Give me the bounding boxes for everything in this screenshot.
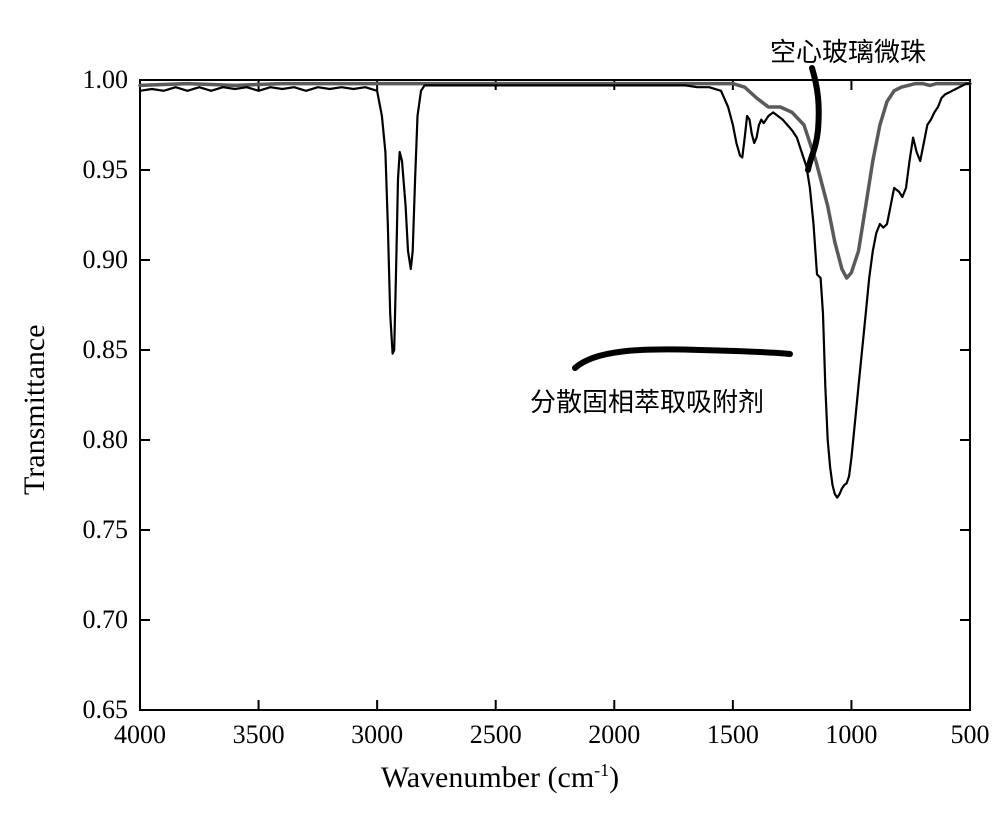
x-tick-label: 500	[951, 720, 990, 750]
y-tick-label: 0.90	[68, 245, 128, 275]
y-tick-label: 0.85	[68, 335, 128, 365]
annotation-dspe-sorbent: 分散固相萃取吸附剂	[530, 382, 764, 419]
x-tick-label: 3500	[233, 720, 285, 750]
y-tick-label: 0.70	[68, 605, 128, 635]
ftir-chart-svg	[0, 0, 1000, 823]
x-axis-label-text: Wavenumber (cm-1)	[381, 761, 619, 794]
x-tick-label: 2500	[470, 720, 522, 750]
chart-container: Transmittance Wavenumber (cm-1) 40003500…	[0, 0, 1000, 823]
x-axis-label: Wavenumber (cm-1)	[0, 760, 1000, 795]
x-tick-label: 1500	[707, 720, 759, 750]
y-tick-label: 1.00	[68, 65, 128, 95]
y-tick-label: 0.65	[68, 695, 128, 725]
y-axis-label: Transmittance	[18, 324, 52, 495]
annotation-hollow-glass-beads: 空心玻璃微珠	[770, 32, 926, 69]
y-tick-label: 0.95	[68, 155, 128, 185]
y-tick-label: 0.75	[68, 515, 128, 545]
x-tick-label: 2000	[588, 720, 640, 750]
x-tick-label: 3000	[351, 720, 403, 750]
x-tick-label: 1000	[825, 720, 877, 750]
y-tick-label: 0.80	[68, 425, 128, 455]
